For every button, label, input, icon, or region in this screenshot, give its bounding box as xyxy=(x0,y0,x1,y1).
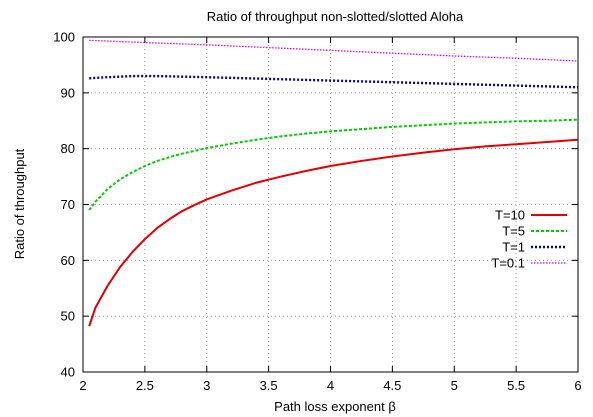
legend: T=10T=5T=1T=0.1 xyxy=(491,208,567,271)
y-axis-tick-labels: 40 50 60 70 80 90 100 xyxy=(53,30,75,380)
legend-item-t-10: T=10 xyxy=(495,208,567,223)
y-tick-label: 100 xyxy=(53,30,75,45)
series-line-t-0-1 xyxy=(89,39,579,62)
y-tick-label: 90 xyxy=(61,85,75,100)
y-tick-label: 70 xyxy=(61,197,75,212)
legend-label: T=10 xyxy=(495,208,525,223)
chart-title: Ratio of throughput non-slotted/slotted … xyxy=(207,9,464,24)
y-tick-label: 80 xyxy=(61,141,75,156)
x-tick-label: 2.5 xyxy=(136,378,154,393)
x-tick-label: 4 xyxy=(327,378,334,393)
plot-series xyxy=(88,39,579,327)
y-tick-label: 60 xyxy=(61,253,75,268)
grid-lines xyxy=(83,37,578,372)
series-line-t-5 xyxy=(88,118,579,211)
axis-ticks xyxy=(82,36,579,373)
x-tick-label: 5.5 xyxy=(507,378,525,393)
x-tick-label: 4.5 xyxy=(383,378,401,393)
x-tick-label: 3 xyxy=(203,378,210,393)
legend-item-t-5: T=5 xyxy=(502,224,567,239)
x-axis-label: Path loss exponent β xyxy=(274,399,396,414)
y-axis-label: Ratio of throughput xyxy=(12,148,27,259)
legend-label: T=5 xyxy=(502,224,525,239)
x-axis-tick-labels: 2 2.5 3 3.5 4 4.5 5 5.5 6 xyxy=(79,378,581,393)
series-line-t-10 xyxy=(88,138,579,327)
x-tick-label: 5 xyxy=(451,378,458,393)
y-tick-label: 40 xyxy=(61,365,75,380)
legend-item-t-0-1: T=0.1 xyxy=(491,256,567,271)
x-tick-label: 2 xyxy=(79,378,86,393)
legend-label: T=0.1 xyxy=(491,256,525,271)
x-tick-label: 6 xyxy=(574,378,581,393)
series-line-t-1 xyxy=(89,74,579,89)
legend-item-t-1: T=1 xyxy=(502,240,567,255)
legend-label: T=1 xyxy=(502,240,525,255)
x-tick-label: 3.5 xyxy=(260,378,278,393)
y-tick-label: 50 xyxy=(61,309,75,324)
